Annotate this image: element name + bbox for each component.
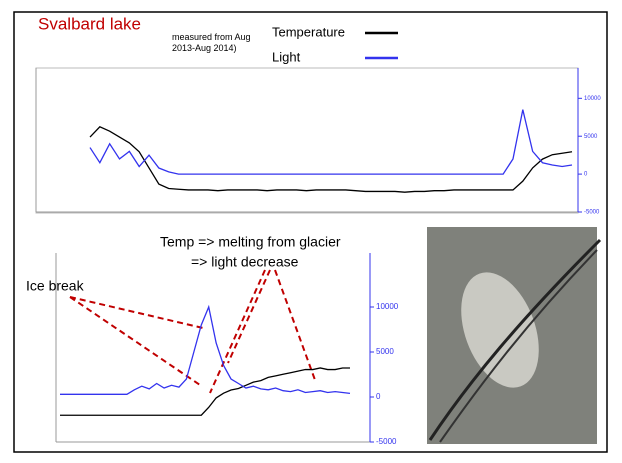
arrow <box>209 269 266 394</box>
photo <box>427 227 602 444</box>
arrow <box>227 269 271 364</box>
annotation: => light decrease <box>191 254 299 270</box>
y2-tick-label: 10000 <box>376 302 399 311</box>
y2-tick-label: 5000 <box>584 134 598 140</box>
annotation: Ice break <box>26 278 85 294</box>
series-line <box>60 367 350 416</box>
y2-tick-label: 0 <box>376 392 381 401</box>
y2-tick-label: 10000 <box>584 96 601 102</box>
y2-tick-label: 0 <box>584 172 588 178</box>
photo-fish <box>461 272 539 388</box>
arrow <box>69 296 201 386</box>
y2-tick-label: -5000 <box>376 437 397 446</box>
series-line <box>89 109 573 175</box>
arrow <box>69 296 204 329</box>
y2-tick-label: -5000 <box>584 210 600 216</box>
series-line <box>89 125 573 193</box>
subtitle-box: (temperature and light measured from Aug… <box>172 33 251 53</box>
bottom-plot-frame <box>56 250 361 442</box>
photo-line <box>439 249 598 443</box>
photo-line <box>428 238 602 441</box>
chart-title: Svalbard lake <box>38 14 141 33</box>
series-line <box>60 304 351 395</box>
y2-tick-label: 5000 <box>376 347 394 356</box>
annotation: Temp => melting from glacier <box>160 234 341 250</box>
legend-label: Light <box>272 49 301 64</box>
chart-subtitle: (temperature and light measured from Aug… <box>172 33 251 53</box>
legend-label: Temperature <box>272 24 345 39</box>
arrows <box>69 269 316 394</box>
